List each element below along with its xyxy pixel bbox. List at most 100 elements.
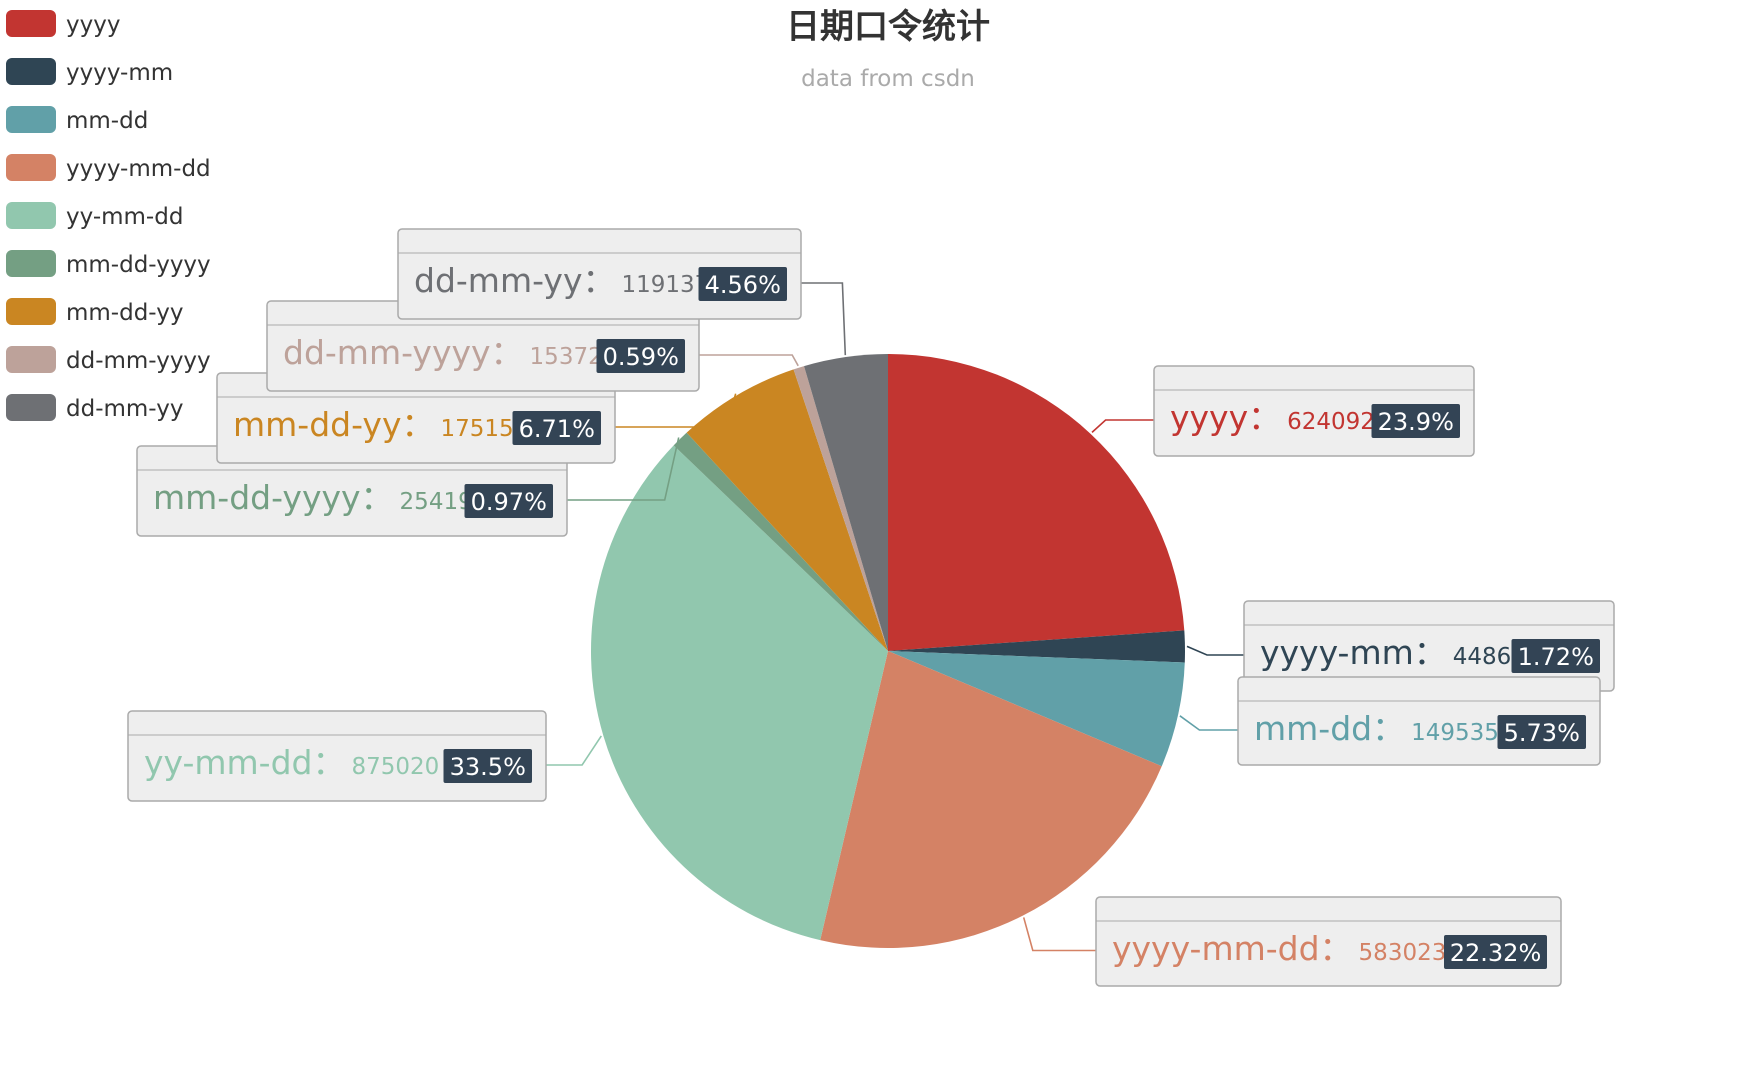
callout-label: yy-mm-dd： — [144, 743, 345, 782]
callout-label: mm-dd-yyyy： — [153, 478, 394, 517]
callout-label: mm-dd： — [1254, 709, 1405, 748]
callout-mm-dd: mm-dd： 149535 5.73% — [1237, 676, 1601, 766]
callout-text: yy-mm-dd： 875020 — [144, 743, 439, 782]
legend-label: yyyy-mm — [66, 60, 173, 86]
slice-yyyy-mm — [888, 630, 1186, 663]
slice-yyyy — [888, 354, 1185, 651]
legend-swatch — [6, 202, 56, 229]
label-leader-lines — [546, 282, 1244, 952]
legend-swatch — [6, 394, 56, 421]
percent-label: 1.72% — [1518, 643, 1594, 671]
legend-swatch — [6, 346, 56, 373]
slice-mm-dd — [888, 651, 1185, 767]
legend-label: mm-dd — [66, 108, 148, 134]
legend: yyyy yyyy-mm mm-dd yyyy-mm-dd yy-mm-dd mm-dd-… — [6, 10, 211, 422]
percent-badge — [1444, 935, 1547, 969]
legend-item-mm-dd-yy[interactable]: mm-dd-yy — [6, 298, 183, 326]
callout-value: 875020 — [351, 754, 439, 780]
leader-line-dd-mm-yy — [801, 282, 847, 356]
legend-label: yyyy — [66, 12, 120, 38]
callout-text: mm-dd-yyyy： 25419 — [153, 478, 473, 517]
legend-label: mm-dd-yy — [66, 300, 183, 326]
percent-badge — [596, 339, 685, 373]
leader-line-yy-mm-dd — [546, 735, 602, 766]
percent-badge — [1511, 639, 1600, 673]
slice-yyyy-mm-dd — [820, 651, 1162, 948]
callout-value: 15372 — [530, 344, 603, 370]
legend-swatch — [6, 58, 56, 85]
legend-swatch — [6, 298, 56, 325]
percent-badge — [1371, 404, 1460, 438]
callout-label: mm-dd-yy： — [233, 405, 434, 444]
callout-label: dd-mm-yy： — [414, 261, 615, 300]
percent-badge — [464, 484, 553, 518]
legend-label: dd-mm-yy — [66, 396, 183, 422]
legend-swatch — [6, 250, 56, 277]
legend-item-yy-mm-dd[interactable]: yy-mm-dd — [6, 202, 183, 230]
callout-label: dd-mm-yyyy： — [283, 333, 524, 372]
callout-value: 624092 — [1287, 409, 1375, 435]
callout-text: dd-mm-yy： 119137 — [414, 261, 709, 300]
callout-value: 583023 — [1359, 940, 1447, 966]
callout-yy-mm-dd: yy-mm-dd： 875020 33.5% — [127, 710, 547, 802]
percent-label: 0.59% — [603, 343, 679, 371]
callout-text: dd-mm-yyyy： 15372 — [283, 333, 603, 372]
slice-mm-dd-yy — [686, 369, 888, 651]
slice-callouts: yyyy： 624092 23.9%yyyy-mm： 448611.72%mm-dd：… — [127, 228, 1615, 987]
leader-line-mm-dd — [1179, 715, 1238, 731]
leader-line-yyyy-mm-dd — [1022, 917, 1096, 952]
callout-yyyy: yyyy： 624092 23.9% — [1153, 365, 1475, 457]
legend-swatch — [6, 106, 56, 133]
callout-text: yyyy-mm： 44861 — [1260, 633, 1526, 672]
percent-label: 6.71% — [519, 415, 595, 443]
leader-line-yyyy-mm — [1186, 645, 1244, 656]
slice-dd-mm-yyyy — [793, 366, 888, 651]
percent-badge — [512, 411, 601, 445]
legend-item-dd-mm-yyyy[interactable]: dd-mm-yyyy — [6, 346, 211, 374]
slice-dd-mm-yy — [804, 354, 888, 651]
leader-line-dd-mm-yyyy — [699, 354, 799, 367]
leader-line-yyyy — [1091, 419, 1154, 433]
callout-label: yyyy-mm-dd： — [1112, 929, 1353, 968]
callout-text: yyyy： 624092 — [1170, 398, 1375, 437]
percent-label: 23.9% — [1378, 408, 1454, 436]
percent-badge — [443, 749, 532, 783]
legend-swatch — [6, 10, 56, 37]
percent-label: 33.5% — [450, 753, 526, 781]
legend-label: dd-mm-yyyy — [66, 348, 211, 374]
percent-label: 22.32% — [1450, 939, 1542, 967]
legend-item-mm-dd-yyyy[interactable]: mm-dd-yyyy — [6, 250, 211, 278]
percent-label: 4.56% — [705, 271, 781, 299]
callout-text: mm-dd： 149535 — [1254, 709, 1499, 748]
legend-swatch — [6, 154, 56, 181]
pie-slices — [591, 354, 1186, 948]
callout-box — [127, 710, 547, 802]
percent-label: 5.73% — [1504, 719, 1580, 747]
legend-label: mm-dd-yyyy — [66, 252, 211, 278]
legend-item-yyyy-mm-dd[interactable]: yyyy-mm-dd — [6, 154, 211, 182]
callout-value: 119137 — [621, 272, 709, 298]
slice-yy-mm-dd — [591, 445, 888, 941]
percent-label: 0.97% — [471, 488, 547, 516]
callout-label: yyyy： — [1170, 398, 1281, 437]
legend-label: yyyy-mm-dd — [66, 156, 211, 182]
legend-item-yyyy-mm[interactable]: yyyy-mm — [6, 58, 173, 86]
legend-item-dd-mm-yy[interactable]: dd-mm-yy — [6, 394, 183, 422]
legend-item-yyyy[interactable]: yyyy — [6, 10, 120, 38]
percent-badge — [1497, 715, 1586, 749]
slice-mm-dd-yyyy — [673, 432, 888, 651]
callout-text: yyyy-mm-dd： 583023 — [1112, 929, 1446, 968]
chart-title: 日期口令统计 — [786, 7, 990, 47]
callout-yyyy-mm-dd: yyyy-mm-dd： 583023 22.32% — [1095, 896, 1562, 987]
legend-item-mm-dd[interactable]: mm-dd — [6, 106, 148, 134]
callout-value: 149535 — [1411, 720, 1499, 746]
leader-line-mm-dd-yy — [615, 393, 737, 428]
percent-badge — [698, 267, 787, 301]
chart-subtitle: data from csdn — [801, 66, 975, 92]
legend-label: yy-mm-dd — [66, 204, 183, 230]
